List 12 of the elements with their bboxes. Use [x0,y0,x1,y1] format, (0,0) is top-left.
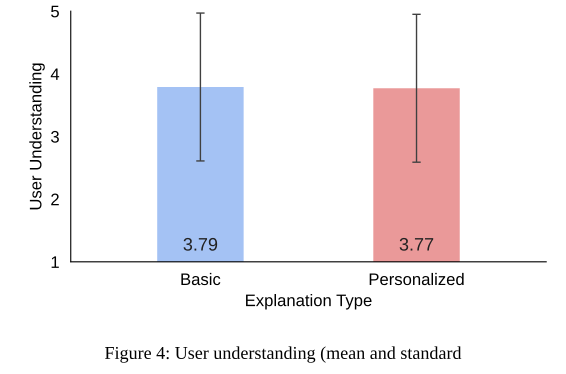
y-axis-title: User Understanding [29,63,45,210]
y-tick-label: 3 [51,130,59,143]
y-tick-label: 2 [51,194,59,206]
data-label: 3.79 [184,238,218,251]
data-label: 3.77 [400,238,434,251]
x-tick-label: Basic [181,272,220,286]
y-tick-label: 5 [51,6,59,18]
x-tick-label: Personalized [370,272,464,286]
caption: Figure 4: User understanding (mean and standard [105,346,462,363]
y-tick-label: 4 [50,68,60,80]
x-axis-title: Explanation Type [246,294,372,310]
y-tick-label: 1 [52,256,59,268]
